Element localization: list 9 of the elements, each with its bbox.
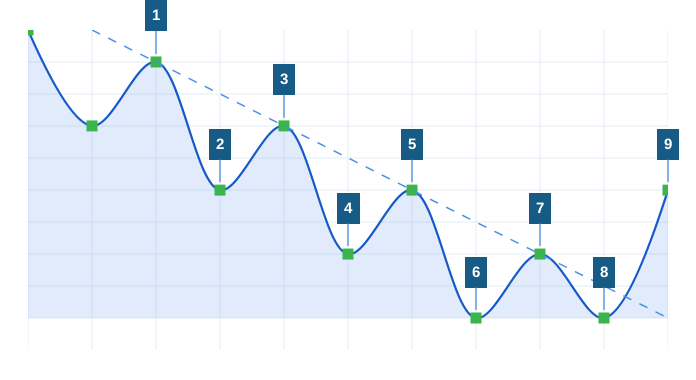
annotation: 2 [216, 136, 224, 153]
annotation: 4 [344, 200, 353, 217]
annotation: 5 [408, 136, 416, 153]
annotation: 1 [152, 7, 160, 24]
annotation: 7 [536, 200, 544, 217]
annotation: 8 [600, 264, 608, 281]
annotation: 9 [664, 136, 672, 153]
annotation: 6 [472, 264, 480, 281]
annotation: 3 [280, 71, 288, 88]
